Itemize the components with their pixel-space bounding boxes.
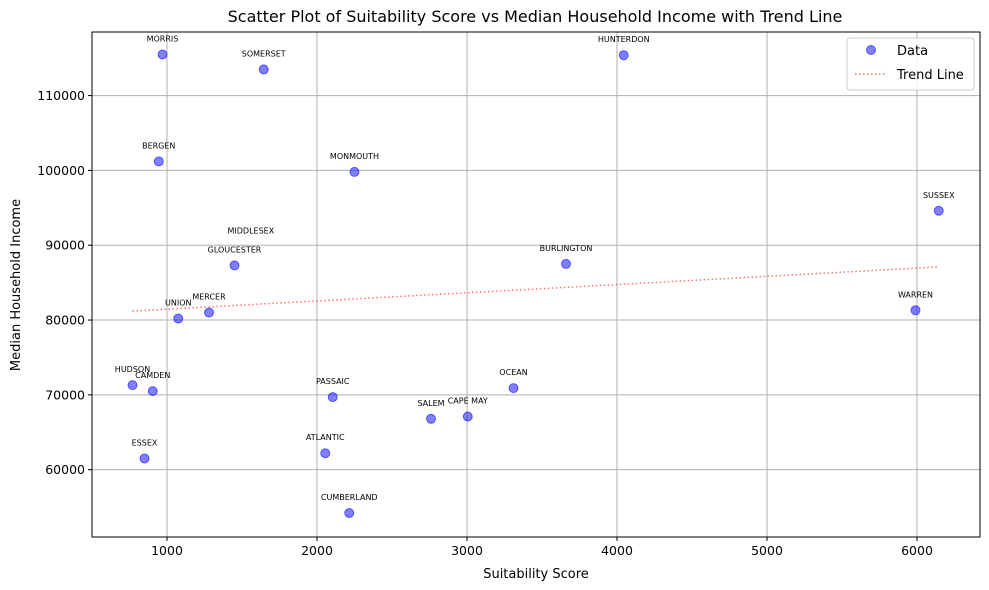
point-labels-layer: MORRIS SOMERSET HUNTERDON BERGEN MONMOUTH SUS… [115,34,955,502]
point-label: GLOUCESTER [208,245,262,254]
y-tick-label: 70000 [45,387,85,402]
x-tick-label: 2000 [301,543,333,558]
point-label: HUDSON [115,365,150,374]
data-point [426,413,436,424]
point-label: PASSAIC [316,377,350,386]
x-tick-label: 6000 [901,543,933,558]
data-point [910,305,921,316]
y-tick-label: 90000 [45,238,85,253]
y-tick-label: 60000 [45,462,85,477]
legend-trend-label: Trend Line [896,68,964,83]
trend-line-layer [132,266,939,312]
data-point [258,64,269,75]
data-point [204,307,214,318]
data-point [327,392,338,403]
point-label: MERCER [192,293,226,302]
point-label: CAMDEN [135,371,170,380]
plot-frame [91,31,981,538]
legend-data-marker [866,45,876,55]
point-label: MONMOUTH [330,152,379,161]
legend: Data Trend Line [846,37,975,91]
point-label: WARREN [898,290,933,299]
data-point [508,383,519,394]
chart-title: Scatter Plot of Suitability Score vs Med… [228,7,843,26]
point-label: MORRIS [147,34,179,43]
data-point [344,508,355,519]
point-label: SALEM [417,399,444,408]
x-tick-label: 3000 [451,543,483,558]
data-point [147,386,158,397]
y-tick-label: 110000 [37,88,85,103]
legend-data-label: Data [897,44,928,59]
x-axis-label: Suitability Score [483,567,589,582]
point-label: BERGEN [142,141,175,150]
point-label: ATLANTIC [306,433,345,442]
point-label: MIDDLESEX [228,226,275,235]
x-tick-label: 5000 [751,543,783,558]
y-axis-ticks: 60000 70000 80000 90000 100000 110000 [37,88,92,477]
data-point [173,313,184,324]
point-label: OCEAN [499,368,527,377]
data-point [139,453,150,464]
legend-box [846,37,975,91]
data-point [153,156,164,167]
point-label: BURLINGTON [540,244,593,253]
point-label: SOMERSET [242,49,286,58]
grid-lines [92,32,980,537]
trend-line [132,266,939,312]
point-label: UNION [165,299,191,308]
data-point [462,411,473,422]
x-tick-label: 1000 [151,543,183,558]
data-point [349,166,360,177]
data-point [561,258,571,269]
data-point [933,205,944,216]
data-point [320,448,331,459]
x-tick-label: 4000 [601,543,633,558]
x-axis-ticks: 1000 2000 3000 4000 5000 6000 [151,537,933,558]
data-point [127,380,138,391]
y-tick-label: 100000 [37,163,85,178]
point-label: SUSSEX [923,191,955,200]
data-points-layer [127,49,944,519]
y-tick-label: 80000 [45,313,85,328]
y-axis-label: Median Household Income [9,199,24,371]
data-point [618,50,629,61]
point-label: CUMBERLAND [321,493,378,502]
data-point [229,260,240,271]
data-point [157,49,168,60]
point-label: HUNTERDON [598,35,650,44]
point-label: ESSEX [132,438,158,447]
point-label: CAPE MAY [448,397,488,406]
